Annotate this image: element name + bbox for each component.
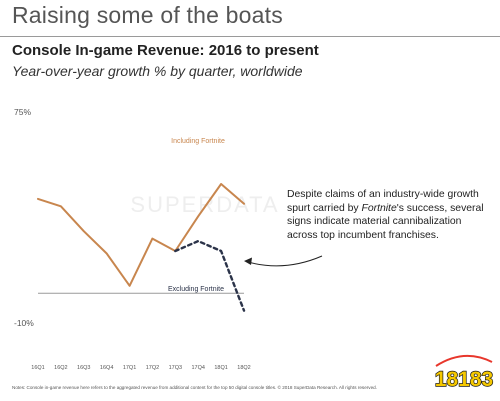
x-tick-label: 16Q4 xyxy=(100,365,113,371)
x-tick-label: 17Q2 xyxy=(146,365,159,371)
x-tick-label: 16Q3 xyxy=(77,365,90,371)
series-line-excluding-fortnite xyxy=(174,239,246,312)
title-divider xyxy=(0,36,500,37)
x-tick-label: 16Q2 xyxy=(54,365,67,371)
series-label-including-fortnite: Including Fortnite xyxy=(171,138,225,145)
notes: Notes: Console in-game revenue here refe… xyxy=(12,385,377,390)
annotation-callout: Despite claims of an industry-wide growt… xyxy=(287,188,487,242)
y-tick-label: -10% xyxy=(14,318,34,328)
series-label-excluding-fortnite: Excluding Fortnite xyxy=(168,286,224,293)
x-tick-label: 18Q1 xyxy=(214,365,227,371)
annotation-text-before: Despite claims of an industry-wide growt… xyxy=(287,189,479,214)
x-tick-label: 17Q4 xyxy=(191,365,204,371)
chart-title: Console In-game Revenue: 2016 to present xyxy=(12,42,319,59)
logo-text: 18183 xyxy=(435,368,493,391)
annotation-text-after: 's success, several signs indicate mater… xyxy=(287,202,484,241)
y-tick-label: 75% xyxy=(14,107,31,117)
x-tick-label: 17Q3 xyxy=(169,365,182,371)
x-tick-label: 17Q1 xyxy=(123,365,136,371)
x-tick-label: 16Q1 xyxy=(31,365,44,371)
annotation-text-italic: Fortnite xyxy=(361,202,397,214)
site-logo: 18183 xyxy=(434,355,494,392)
annotation-arrow-line xyxy=(247,255,323,267)
x-tick-label: 18Q2 xyxy=(237,365,250,371)
logo-swoosh xyxy=(435,355,493,367)
slide-title: Raising some of the boats xyxy=(12,2,283,28)
annotation-arrow-head xyxy=(244,257,252,265)
watermark: SUPERDATA xyxy=(130,192,279,217)
chart-subtitle: Year-over-year growth % by quarter, worl… xyxy=(12,63,303,79)
series-line-including-fortnite xyxy=(37,183,245,287)
